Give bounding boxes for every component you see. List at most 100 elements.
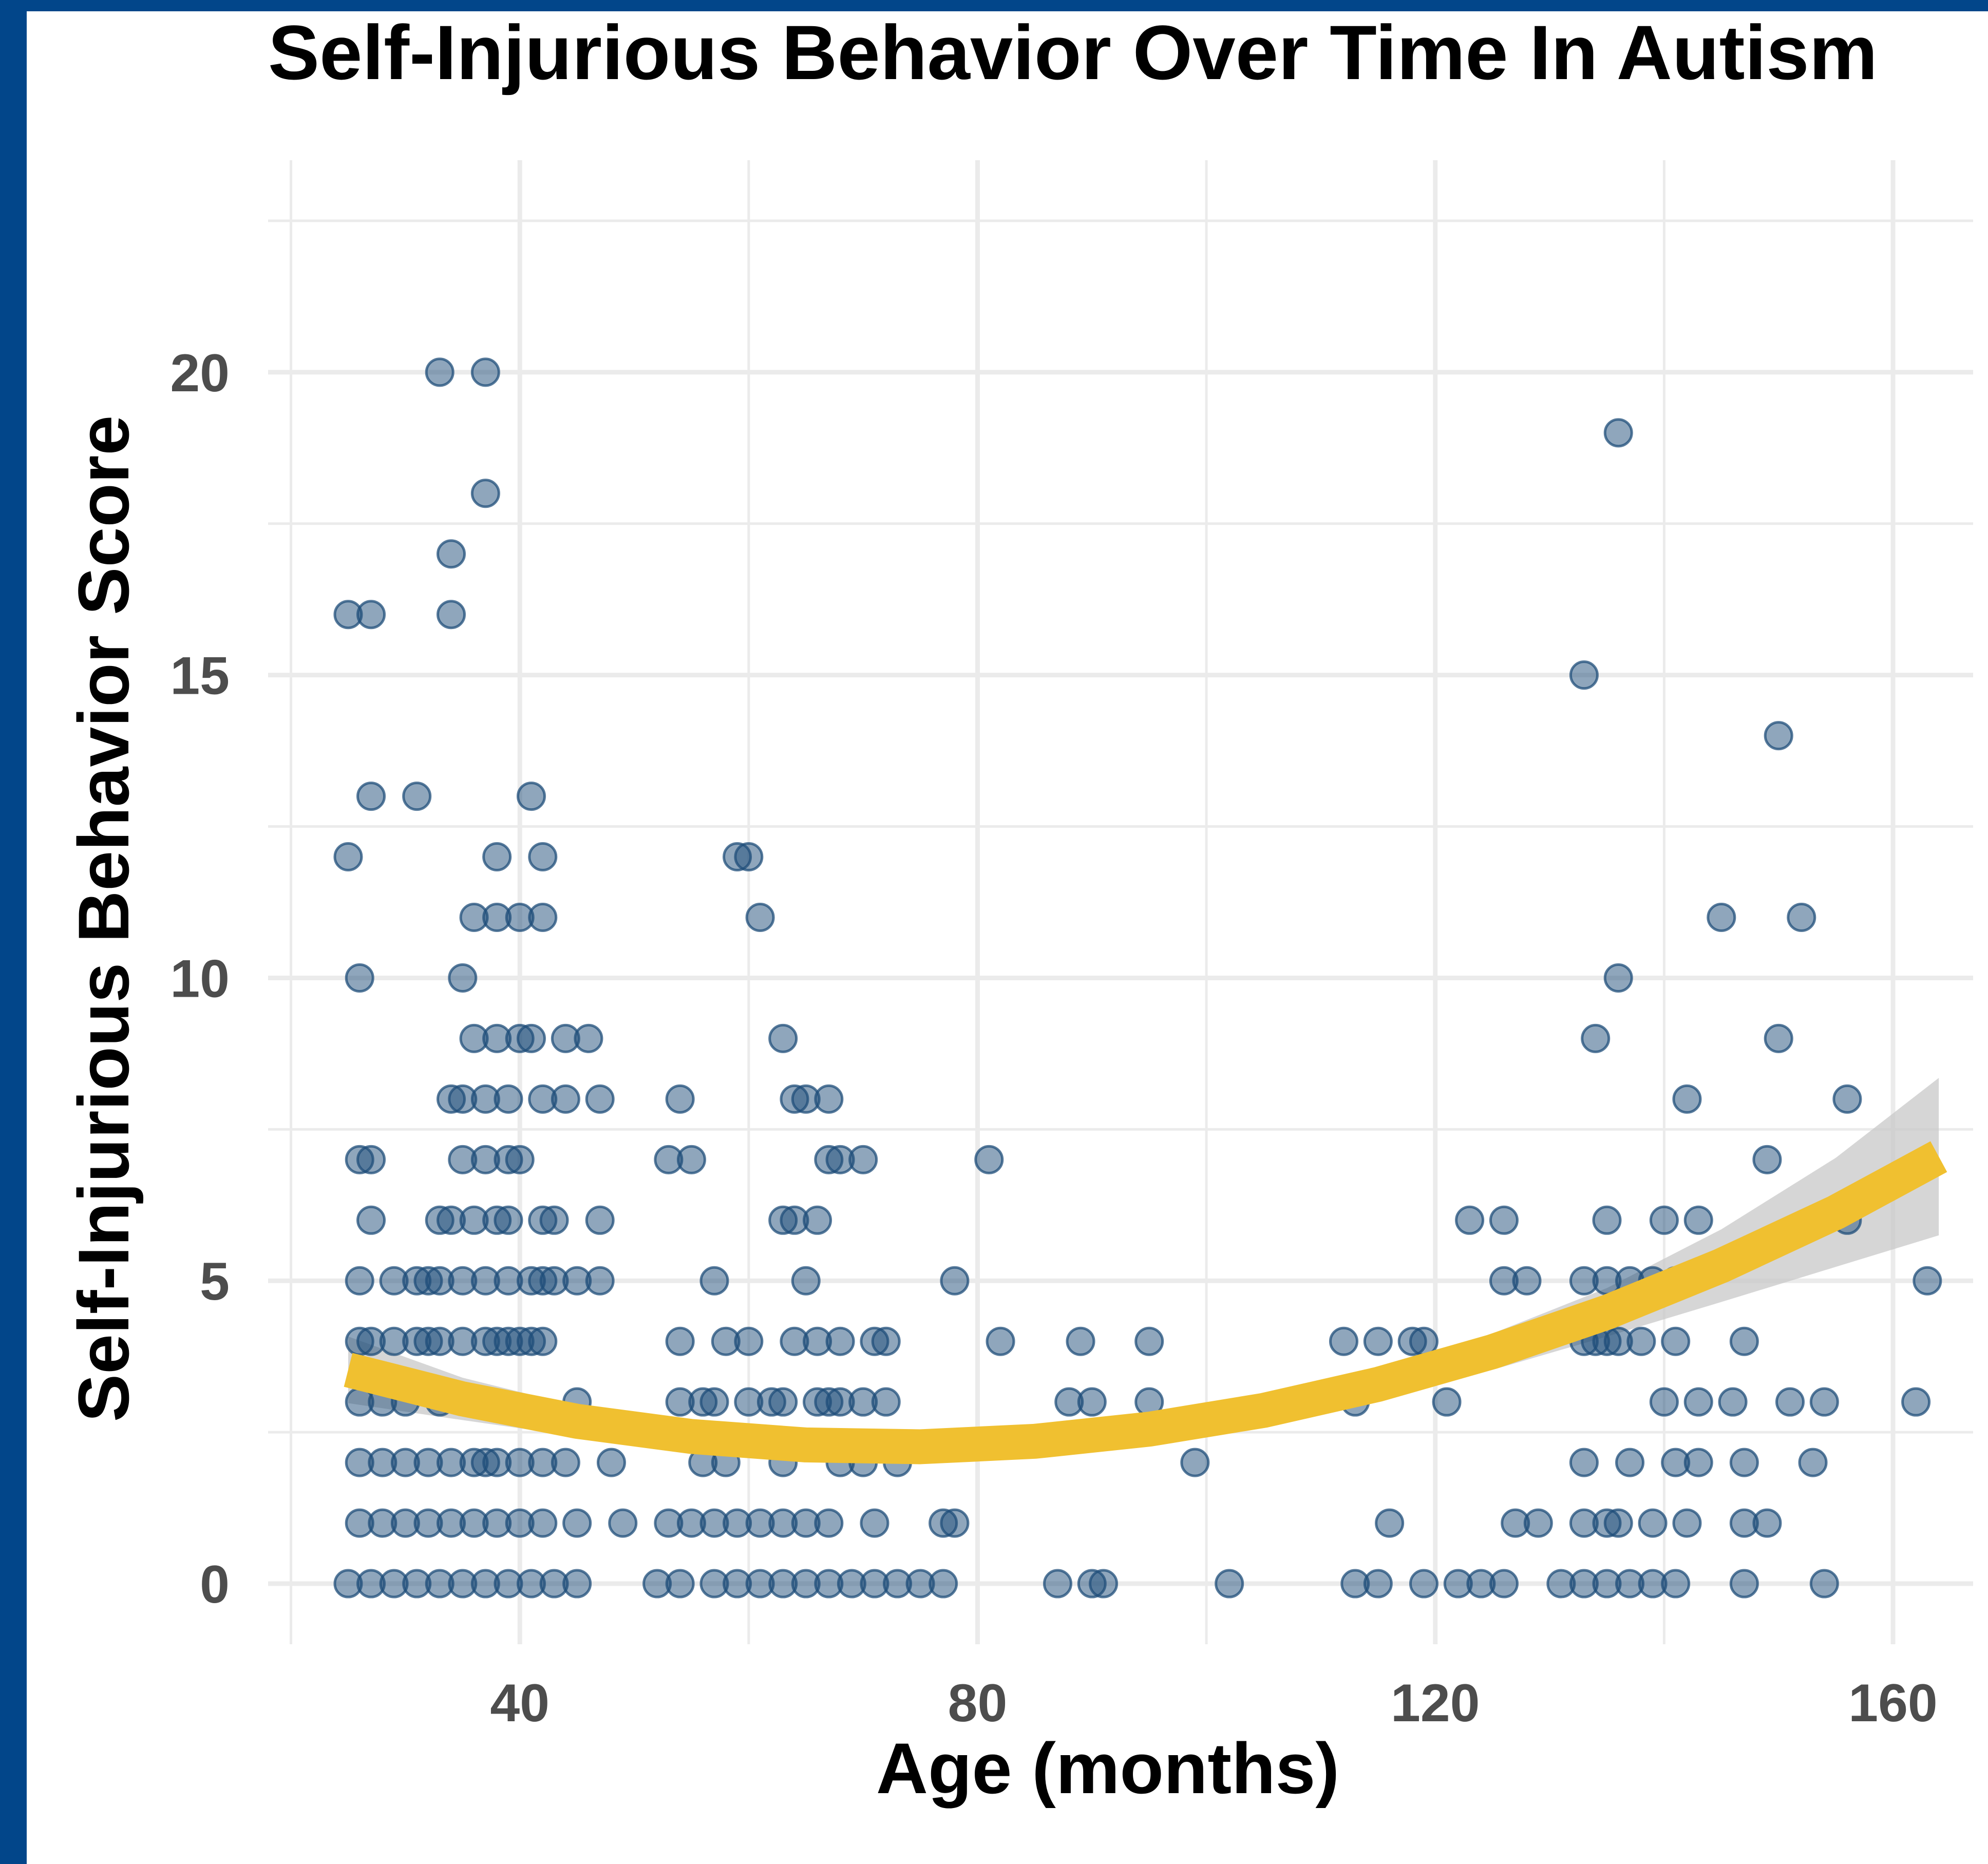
data-point [940,1266,970,1296]
data-point [1683,1205,1713,1235]
data-point [574,1023,603,1053]
data-point [665,1569,695,1599]
data-point [585,1205,615,1235]
data-point [528,842,558,872]
data-point [551,1084,580,1114]
data-point [539,1205,569,1235]
data-point [929,1508,958,1538]
x-tick-label: 80 [948,1673,1008,1733]
data-point [1581,1023,1611,1053]
data-point [505,1145,535,1174]
data-point [585,1084,615,1114]
data-point [871,1387,901,1417]
data-point [356,600,386,630]
data-point [1066,1326,1095,1356]
y-tick-label: 5 [200,1252,230,1311]
data-point [345,963,374,993]
data-point [1718,1387,1748,1417]
data-point [1752,1508,1782,1538]
data-point [551,1448,580,1477]
data-point [1913,1266,1942,1296]
data-point [1901,1387,1931,1417]
data-point [470,357,500,387]
data-point [1432,1387,1462,1417]
data-point [516,1023,546,1053]
data-point [1455,1205,1485,1235]
data-point [1489,1205,1519,1235]
data-point [528,1326,558,1356]
data-point [871,1326,901,1356]
data-point [1787,902,1816,932]
data-point [986,1326,1015,1356]
data-point [1489,1569,1519,1599]
x-tick-label: 160 [1848,1673,1938,1733]
data-point [1661,1569,1691,1599]
data-point [562,1508,592,1538]
data-point [608,1508,638,1538]
data-point [1683,1387,1713,1417]
data-point [1215,1569,1244,1599]
data-point [1809,1387,1839,1417]
data-point [1672,1084,1702,1114]
data-point [699,1266,729,1296]
data-point [1077,1387,1107,1417]
data-point [1363,1569,1393,1599]
data-point [803,1205,832,1235]
data-point [1603,963,1633,993]
data-point [345,1266,374,1296]
data-point [528,902,558,932]
data-point [585,1266,615,1296]
data-point [494,1084,523,1114]
data-point [494,1205,523,1235]
data-point [1683,1448,1713,1477]
data-point [699,1387,729,1417]
data-point [848,1145,878,1174]
data-point [1729,1569,1759,1599]
data-point [1626,1326,1656,1356]
data-point [745,902,775,932]
data-point [1363,1326,1393,1356]
data-point [1798,1448,1828,1477]
data-point [1134,1326,1164,1356]
data-point [1764,1023,1793,1053]
data-point [1638,1508,1668,1538]
x-tick-label: 120 [1391,1673,1480,1733]
tick-labels: 40 80 120 160 0 5 10 15 20 [170,344,1937,1733]
data-point [1180,1448,1210,1477]
data-point [1752,1145,1782,1174]
data-point [528,1508,558,1538]
data-point [768,1023,798,1053]
data-point [1707,902,1736,932]
data-point [791,1266,821,1296]
data-point [1832,1084,1862,1114]
data-point [676,1145,706,1174]
data-point [516,782,546,811]
data-point [482,842,512,872]
data-point [1729,1448,1759,1477]
data-point [437,539,466,569]
data-point [1672,1508,1702,1538]
data-point [1603,1508,1633,1538]
data-point [860,1508,889,1538]
y-tick-label: 0 [200,1555,230,1614]
data-point [1329,1326,1358,1356]
data-point [1661,1326,1691,1356]
y-tick-label: 20 [170,344,230,403]
data-point [814,1508,844,1538]
data-point [1775,1387,1805,1417]
data-point [356,1145,386,1174]
chart-panel: 40 80 120 160 0 5 10 15 20 Self-Injurious Behavi… [27,11,1988,1864]
data-point [1089,1569,1119,1599]
data-point [734,1326,764,1356]
data-point [1043,1569,1072,1599]
data-point [596,1448,626,1477]
data-point [734,842,764,872]
data-point [1569,660,1599,690]
data-point [356,1205,386,1235]
trend-curve [344,1141,1947,1464]
trend-line [344,1141,1947,1464]
data-point [1603,418,1633,448]
data-point [1523,1508,1553,1538]
data-point [1512,1266,1542,1296]
